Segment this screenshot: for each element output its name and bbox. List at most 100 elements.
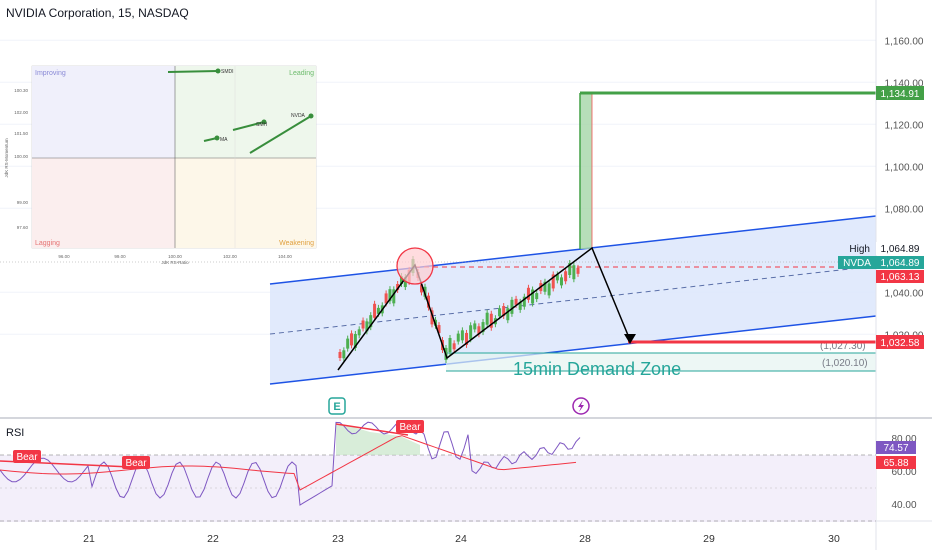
price-axis-tick: 1,040.00 bbox=[885, 288, 924, 299]
candle-body bbox=[485, 312, 489, 325]
quadrant-label-improving: Improving bbox=[35, 70, 66, 77]
candle-body bbox=[522, 296, 526, 307]
quadrant-improving bbox=[32, 66, 175, 158]
zigzag-pattern bbox=[337, 246, 631, 371]
candle-body bbox=[465, 332, 469, 345]
time-axis-tick: 30 bbox=[828, 533, 840, 545]
split-icon[interactable] bbox=[572, 397, 590, 415]
candle-body bbox=[388, 289, 392, 302]
zone-value-bottom: (1,020.10) bbox=[822, 358, 868, 369]
bear-label-1-text: Bear bbox=[16, 452, 38, 463]
candle-body bbox=[456, 333, 460, 342]
candle-body bbox=[564, 271, 568, 282]
candle-body bbox=[551, 274, 555, 289]
time-axis-tick: 28 bbox=[579, 533, 591, 545]
candle-body bbox=[369, 315, 373, 328]
candle-body bbox=[384, 293, 388, 304]
rrg-ticker-ma: MA bbox=[220, 137, 228, 143]
price-axis[interactable]: 1,160.00 1,140.00 1,120.00 1,100.00 1,080.00… bbox=[885, 36, 924, 341]
bear-label-3: Bear bbox=[396, 420, 424, 433]
candle-body bbox=[342, 350, 346, 359]
candle-body bbox=[568, 262, 572, 275]
candle-body bbox=[399, 276, 403, 285]
entry-price-text: 1,063.13 bbox=[881, 272, 920, 283]
price-axis-tick: 1,120.00 bbox=[885, 120, 924, 131]
candle-body bbox=[460, 330, 464, 341]
candle-body bbox=[437, 325, 441, 334]
rrg-x-tick: 96.00 bbox=[58, 254, 70, 259]
quadrant-lagging bbox=[32, 158, 175, 248]
quadrant-weakening bbox=[175, 158, 316, 248]
rsi-ma-value-text: 65.88 bbox=[883, 458, 908, 469]
rsi-label: RSI bbox=[6, 427, 24, 439]
bear-label-2: Bear bbox=[122, 456, 150, 469]
channel-upper-line bbox=[269, 215, 877, 285]
quadrant-label-leading: Leading bbox=[289, 70, 314, 77]
rrg-x-tick: 99.00 bbox=[114, 254, 126, 259]
rrg-y-tick: 97.60 bbox=[17, 225, 29, 230]
stop-price-label: 1,032.58 bbox=[876, 335, 924, 349]
rrg-x-axis-label: JdK RS-Ratio bbox=[161, 260, 189, 265]
candle-body bbox=[346, 338, 350, 349]
earnings-marker[interactable]: E bbox=[328, 397, 346, 415]
rsi-value-text: 74.57 bbox=[883, 443, 908, 454]
candles bbox=[338, 256, 580, 363]
rrg-x-tick: 104.00 bbox=[278, 254, 292, 259]
rrg-ticker-smh: SMH bbox=[256, 122, 268, 128]
peak-circle bbox=[396, 247, 434, 285]
rrg-inset: Improving Leading Lagging Weakening 100.… bbox=[4, 65, 317, 265]
candle-body bbox=[430, 310, 434, 325]
rsi-panel: RSI bbox=[0, 421, 876, 522]
candle-body bbox=[555, 274, 559, 281]
symbol-badge: NVDA bbox=[838, 256, 876, 269]
rrg-y-tick: 99.00 bbox=[17, 200, 29, 205]
last-price-text: 1,064.89 bbox=[881, 258, 920, 269]
target-price-label: 1,134.91 bbox=[876, 86, 924, 100]
bear-label-2-text: Bear bbox=[125, 458, 147, 469]
target-box bbox=[580, 93, 592, 249]
divergence-line-2 bbox=[335, 423, 409, 436]
chart-title: NVIDIA Corporation, 15, NASDAQ bbox=[6, 6, 189, 20]
candle-body bbox=[357, 329, 361, 336]
candle-body bbox=[365, 321, 369, 332]
target-price-text: 1,134.91 bbox=[881, 89, 920, 100]
candle-body bbox=[543, 281, 547, 292]
candle-body bbox=[572, 265, 576, 280]
candle-body bbox=[392, 289, 396, 304]
rsi-y-tick: 80.00 bbox=[891, 434, 916, 445]
rsi-ma-line bbox=[0, 435, 577, 491]
candle-body bbox=[376, 307, 380, 314]
candle-body bbox=[420, 284, 423, 293]
price-grid bbox=[0, 39, 876, 335]
candle-body bbox=[396, 283, 400, 290]
rrg-x-tick: 100.00 bbox=[168, 254, 182, 259]
time-axis-tick: 22 bbox=[207, 533, 219, 545]
candle-body bbox=[427, 295, 430, 308]
rsi-value-label: 74.57 bbox=[876, 441, 916, 454]
stop-price-text: 1,032.58 bbox=[881, 338, 920, 349]
candle-body bbox=[353, 333, 357, 348]
candle-body bbox=[481, 322, 485, 333]
candle-body bbox=[477, 326, 481, 335]
zone-value-top: (1,027.30) bbox=[820, 341, 866, 352]
channel-fill bbox=[270, 216, 876, 384]
candle-body bbox=[350, 333, 354, 346]
quadrant-leading bbox=[175, 66, 316, 158]
candle-body bbox=[403, 277, 407, 288]
rrg-y-tick: 102.00 bbox=[14, 110, 28, 115]
candle-body bbox=[502, 306, 506, 317]
channel-lower-line bbox=[269, 315, 877, 385]
candle-body bbox=[469, 325, 473, 340]
rrg-y-axis-label: JdK RS-Momentum bbox=[4, 138, 9, 178]
candle-body bbox=[506, 308, 510, 321]
high-caption: High bbox=[849, 244, 870, 255]
high-price-label: 1,064.89 bbox=[876, 242, 924, 255]
candle-body bbox=[576, 267, 580, 274]
rrg-y-tick: 100.30 bbox=[14, 88, 28, 93]
time-axis[interactable]: 21 22 23 24 28 29 30 bbox=[83, 533, 840, 545]
bear-label-1: Bear bbox=[13, 450, 41, 463]
time-axis-tick: 23 bbox=[332, 533, 344, 545]
candle-body bbox=[526, 287, 530, 300]
rrg-ticker-nvda: NVDA bbox=[291, 113, 306, 119]
